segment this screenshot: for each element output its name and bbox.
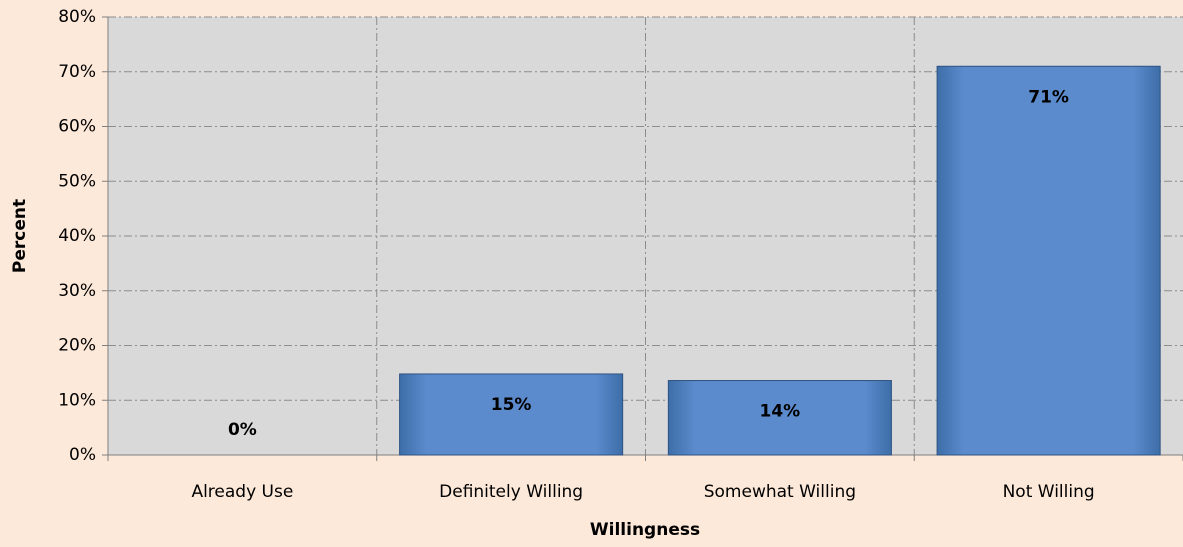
value-label: 14% [760,402,801,422]
y-tick-label: 50% [58,171,96,191]
y-axis-title: Percent [10,199,30,273]
y-tick-label: 40% [58,226,96,246]
x-tick-label: Definitely Willing [439,482,583,502]
y-tick-label: 10% [58,390,96,410]
bar [936,65,1161,456]
value-label: 71% [1028,87,1069,107]
y-tick-label: 70% [58,62,96,82]
y-tick-label: 60% [58,117,96,137]
x-tick-label: Somewhat Willing [704,482,856,502]
y-tick-label: 80% [58,7,96,27]
x-tick-label: Not Willing [1003,482,1095,502]
x-axis-title: Willingness [590,520,700,540]
value-label: 0% [228,420,257,440]
bar [399,373,624,456]
x-tick-label: Already Use [191,482,293,502]
bar [667,380,892,456]
value-label: 15% [491,395,532,415]
y-tick-label: 30% [58,281,96,301]
y-tick-label: 20% [58,336,96,356]
y-tick-label: 0% [69,445,96,465]
